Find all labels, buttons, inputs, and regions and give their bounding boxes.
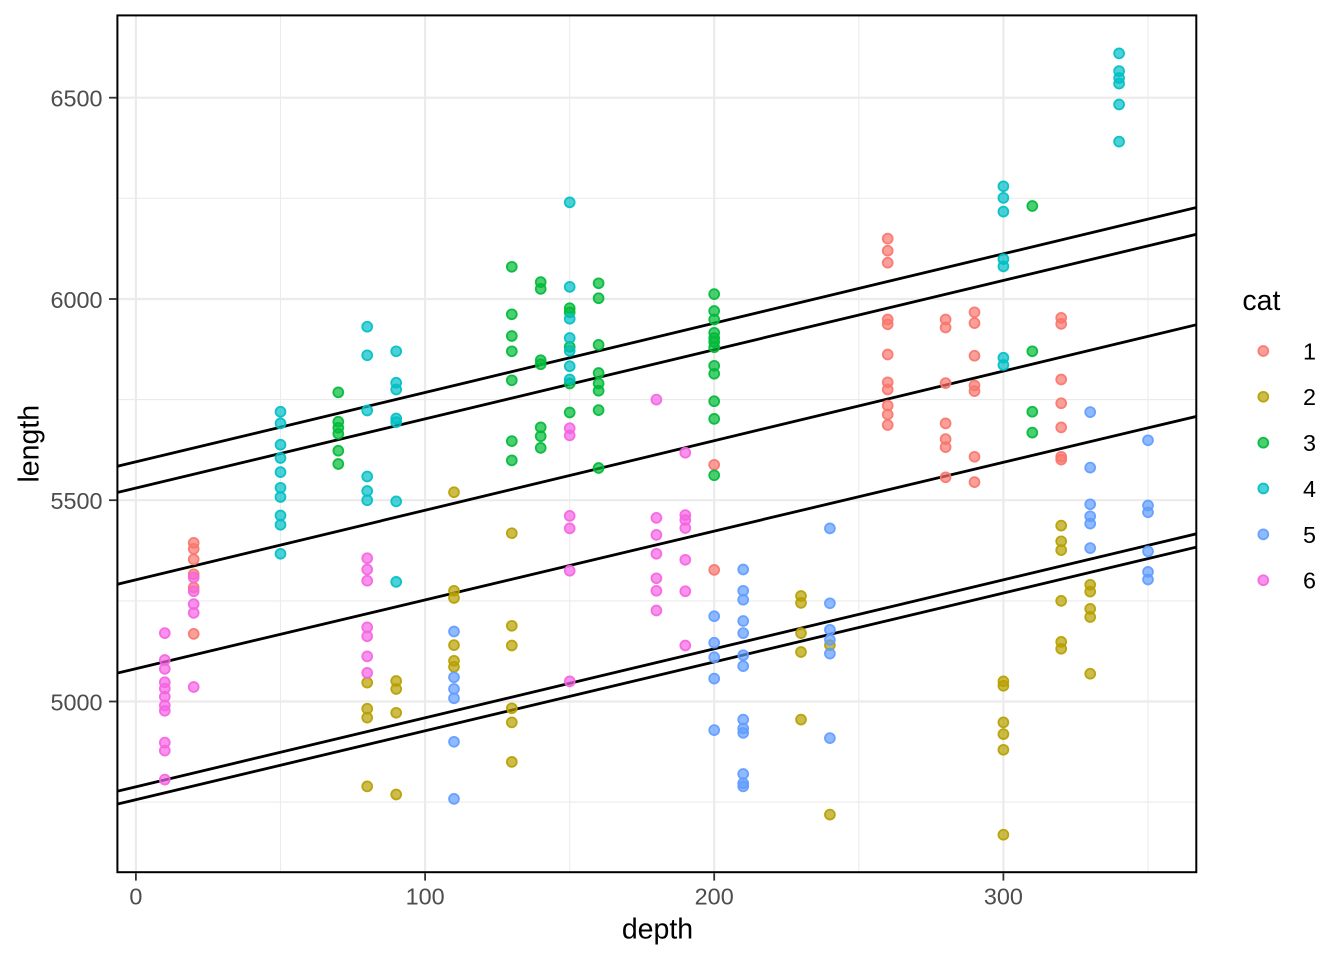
svg-text:5500: 5500 — [50, 488, 102, 514]
svg-text:100: 100 — [406, 884, 445, 910]
svg-text:4: 4 — [1303, 476, 1316, 502]
svg-text:length: length — [14, 405, 46, 483]
svg-text:300: 300 — [984, 884, 1023, 910]
svg-text:3: 3 — [1303, 430, 1316, 456]
svg-text:6000: 6000 — [50, 287, 102, 313]
svg-text:cat: cat — [1242, 285, 1280, 317]
svg-text:2: 2 — [1303, 384, 1316, 410]
svg-text:200: 200 — [695, 884, 734, 910]
svg-text:1: 1 — [1303, 338, 1316, 364]
svg-text:6500: 6500 — [50, 86, 102, 112]
svg-text:5000: 5000 — [50, 690, 102, 716]
svg-text:6: 6 — [1303, 568, 1316, 594]
svg-text:depth: depth — [622, 914, 693, 946]
svg-text:5: 5 — [1303, 522, 1316, 548]
svg-text:0: 0 — [129, 884, 142, 910]
